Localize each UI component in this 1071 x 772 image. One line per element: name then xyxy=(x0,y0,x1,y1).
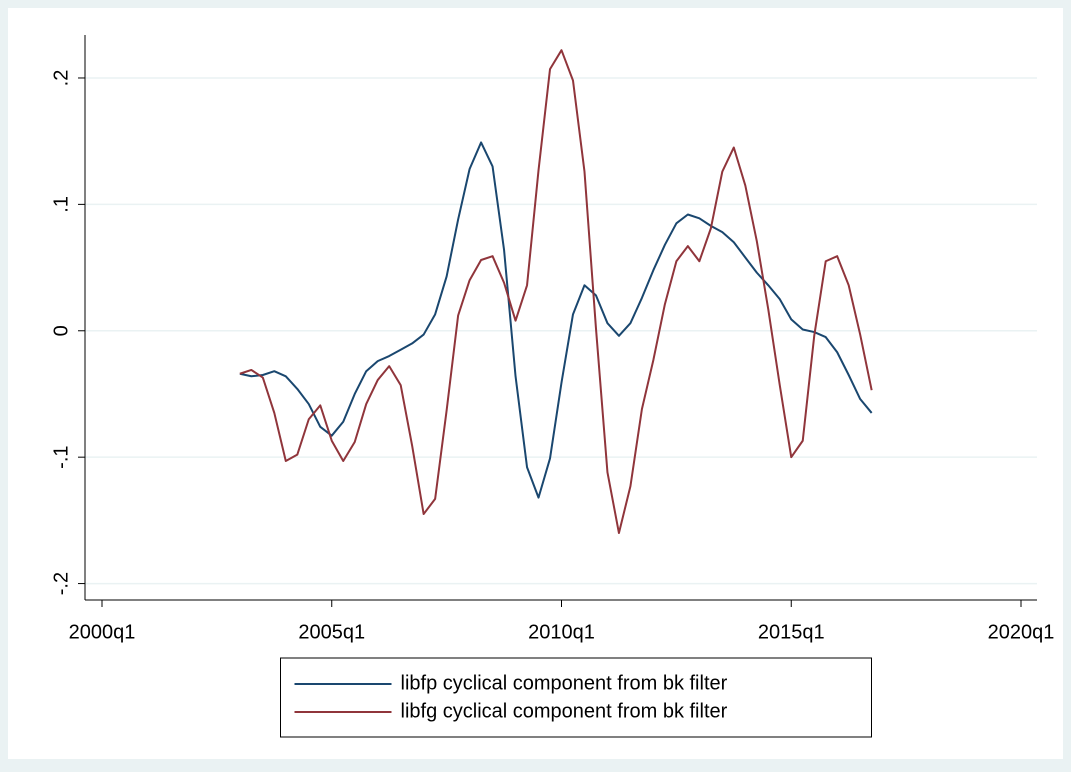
x-tick-label: 2010q1 xyxy=(528,621,595,643)
x-tick-label: 2020q1 xyxy=(988,621,1055,643)
series-line xyxy=(239,141,873,499)
y-tick-label: -.2 xyxy=(50,572,72,595)
y-tick-label: .2 xyxy=(50,70,72,87)
legend-box xyxy=(280,657,872,738)
y-tick-label: .1 xyxy=(50,196,72,213)
graph-region xyxy=(8,8,1063,759)
y-tick-label: -.1 xyxy=(50,445,72,468)
y-tick-label: 0 xyxy=(50,325,72,336)
x-tick-label: 2000q1 xyxy=(69,621,136,643)
x-tick-label: 2005q1 xyxy=(298,621,365,643)
legend-label: libfg cyclical component from bk filter xyxy=(401,700,728,722)
legend-label: libfp cyclical component from bk filter xyxy=(401,672,728,694)
series-line xyxy=(239,49,873,535)
x-tick-label: 2015q1 xyxy=(758,621,825,643)
